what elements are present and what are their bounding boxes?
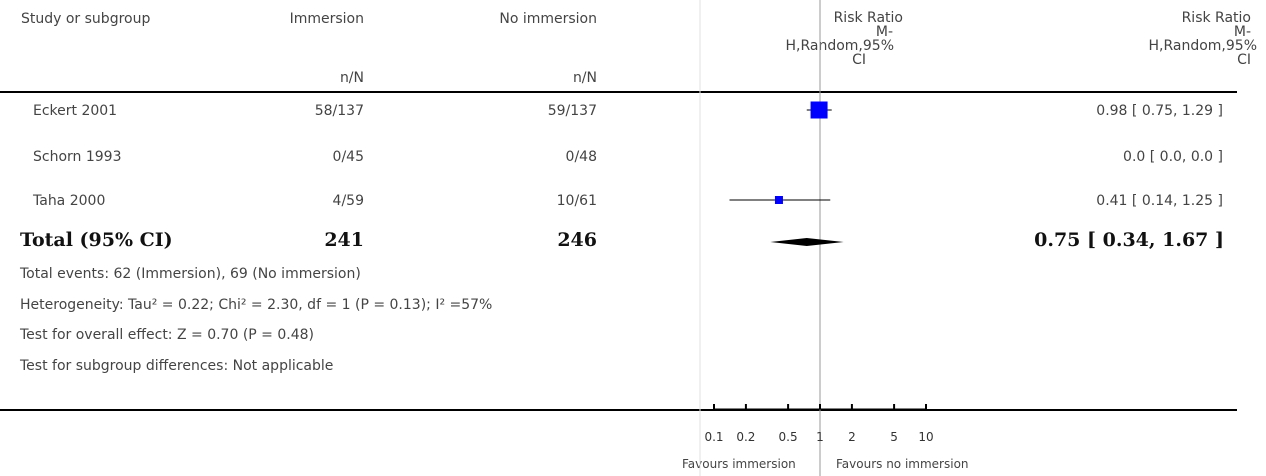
header-risk-ratio-text: Risk Ratio M- H,Random,95% CI [1071, 10, 1257, 68]
x-tick-label-4: 1 [816, 430, 824, 444]
favours-left-label: Favours immersion [682, 457, 796, 471]
footnote-subgroup-differences: Test for subgroup differences: Not appli… [20, 358, 334, 374]
bottom-rule [0, 409, 1237, 411]
total-immersion: 241 [324, 229, 364, 251]
study-no-immersion-2: 0/48 [565, 149, 597, 165]
x-tick-label-6: 5 [890, 430, 898, 444]
header-rr-text-line2: M- [1233, 24, 1251, 40]
header-immersion-nn: n/N [339, 70, 364, 86]
x-tick-label-3: 0.5 [779, 430, 798, 444]
total-ci: 0.75 [ 0.34, 1.67 ] [1034, 229, 1224, 251]
header-rr-text-line4: CI [1237, 52, 1251, 68]
header-no-immersion: No immersion [499, 11, 597, 27]
header-rr-plot-line4: CI [852, 52, 866, 68]
x-tick-label-7: 10 [918, 430, 933, 444]
x-tick-label-5: 2 [848, 430, 856, 444]
total-label: Total (95% CI) [20, 229, 173, 251]
footnote-heterogeneity: Heterogeneity: Tau² = 0.22; Chi² = 2.30,… [20, 297, 493, 313]
study-name-3: Taha 2000 [33, 193, 106, 209]
header-rr-plot-line2: M- [875, 24, 893, 40]
study-name-2: Schorn 1993 [33, 149, 122, 165]
study-no-immersion-1: 59/137 [547, 103, 597, 119]
header-risk-ratio-plot: Risk Ratio M- H,Random,95% CI [730, 11, 930, 67]
study-ci-1: 0.98 [ 0.75, 1.29 ] [1096, 103, 1223, 119]
header-immersion: Immersion [289, 11, 364, 27]
header-rr-plot-line3: H,Random,95% [785, 38, 894, 54]
study-ci-3: 0.41 [ 0.14, 1.25 ] [1096, 193, 1223, 209]
total-diamond [770, 238, 844, 246]
study-immersion-1: 58/137 [314, 103, 364, 119]
x-tick-label-1: 0.1 [704, 430, 723, 444]
header-rr-text-line1: Risk Ratio [1181, 10, 1251, 26]
study-immersion-2: 0/45 [332, 149, 364, 165]
footnote-total-events: Total events: 62 (Immersion), 69 (No imm… [20, 266, 361, 282]
header-rr-text-line3: H,Random,95% [1148, 38, 1257, 54]
study-immersion-3: 4/59 [332, 193, 364, 209]
x-tick-label-2: 0.2 [736, 430, 755, 444]
header-rr-plot-line1: Risk Ratio [833, 10, 903, 26]
study-name-1: Eckert 2001 [33, 103, 118, 119]
point-estimate-1 [810, 101, 828, 119]
favours-right-label: Favours no immersion [836, 457, 969, 471]
total-no-immersion: 246 [557, 229, 597, 251]
header-study: Study or subgroup [21, 11, 151, 27]
point-estimate-3 [774, 196, 783, 204]
header-no-immersion-nn: n/N [572, 70, 597, 86]
footnote-overall-effect: Test for overall effect: Z = 0.70 (P = 0… [20, 327, 314, 343]
study-no-immersion-3: 10/61 [556, 193, 597, 209]
study-ci-2: 0.0 [ 0.0, 0.0 ] [1123, 149, 1223, 165]
top-rule [0, 91, 1237, 93]
